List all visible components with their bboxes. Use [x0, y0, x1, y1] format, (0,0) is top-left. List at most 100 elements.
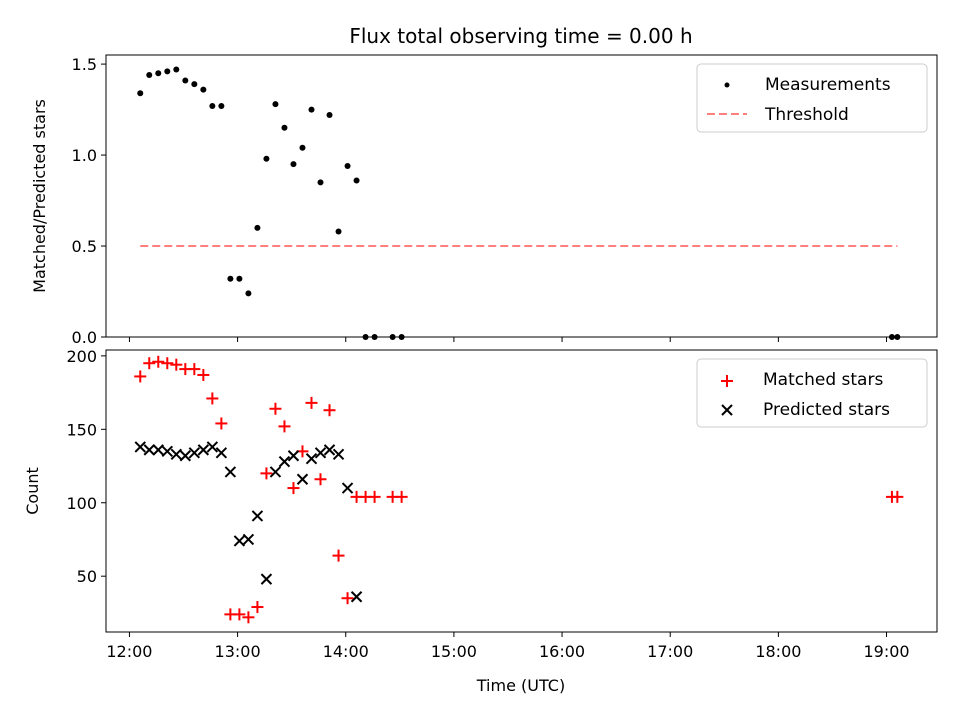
x-tick-label: 12:00: [106, 642, 152, 661]
measurement-point: [371, 334, 378, 340]
y-tick-label: 150: [66, 420, 97, 439]
x-tick-label: 19:00: [863, 642, 909, 661]
y-tick-label: 200: [66, 347, 97, 366]
predicted-star-point: [152, 444, 164, 456]
top-panel-marks: [137, 66, 901, 340]
measurement-point: [182, 77, 189, 84]
x-axis-label: Time (UTC): [476, 676, 565, 695]
matched-star-point: [242, 611, 255, 624]
measurement-point: [218, 102, 225, 109]
predicted-star-point: [251, 510, 264, 522]
bottom-panel: 12:00 13:00 14:00 15:00 16:00 17:00 18:00 19:00…: [23, 347, 938, 695]
bottom-panel-ticks: 12:00 13:00 14:00 15:00 16:00 17:00 18:00 19:00…: [66, 347, 909, 661]
y-tick-label: 0.5: [72, 237, 97, 256]
measurement-point: [281, 124, 288, 131]
bottom-panel-frame: [105, 349, 938, 633]
matched-star-point: [323, 404, 336, 417]
measurement-point: [137, 90, 144, 97]
legend-matched-swatch: [721, 375, 733, 387]
predicted-star-point: [179, 450, 192, 462]
y-tick-label: 0.0: [72, 328, 97, 347]
measurement-point: [308, 106, 315, 113]
legend-measurements-swatch: [724, 82, 730, 88]
legend-measurements-label: Measurements: [765, 75, 891, 95]
measurement-point: [353, 177, 360, 184]
measurement-point: [317, 179, 324, 186]
measurement-point: [389, 334, 396, 340]
predicted-star-point: [224, 466, 237, 478]
predicted-star-point: [296, 473, 309, 485]
predicted-star-point: [143, 444, 155, 456]
chart-title: Flux total observing time = 0.00 h: [349, 24, 692, 48]
predicted-star-point: [314, 447, 327, 459]
legend-threshold-label: Threshold: [764, 105, 849, 125]
legend-predicted-swatch: [721, 404, 733, 416]
measurement-point: [200, 86, 207, 93]
y-tick-label: 100: [66, 494, 97, 513]
top-panel-frame: [105, 54, 938, 338]
matched-star-point: [314, 473, 327, 486]
matched-star-point: [215, 417, 228, 430]
matched-star-point: [188, 363, 201, 376]
matched-star-point: [152, 355, 165, 368]
x-tick-label: 13:00: [215, 642, 261, 661]
measurement-point: [245, 290, 252, 297]
matched-star-point: [278, 420, 291, 433]
matched-star-point: [161, 357, 174, 370]
predicted-star-point: [332, 448, 345, 460]
y-tick-label: 1.0: [72, 146, 97, 165]
measurement-point: [236, 275, 243, 282]
predicted-star-point: [188, 447, 201, 459]
measurement-point: [888, 334, 895, 340]
measurement-point: [173, 66, 180, 73]
matched-star-point: [368, 490, 381, 503]
x-tick-label: 17:00: [647, 642, 693, 661]
measurement-point: [335, 228, 342, 235]
matched-star-point: [395, 490, 408, 503]
predicted-star-point: [269, 466, 282, 478]
bottom-legend-box: [696, 358, 928, 428]
predicted-star-point: [278, 455, 291, 468]
predicted-star-point: [242, 533, 255, 546]
bottom-panel-ylabel: Count: [23, 467, 42, 515]
top-panel-ylabel: Matched/Predicted stars: [30, 99, 49, 293]
legend-predicted-label: Predicted stars: [763, 400, 890, 420]
x-tick-label: 15:00: [431, 642, 477, 661]
measurement-point: [299, 144, 306, 151]
predicted-star-point: [305, 452, 318, 465]
measurement-point: [398, 334, 405, 340]
measurement-point: [155, 70, 162, 77]
x-tick-label: 14:00: [323, 642, 369, 661]
predicted-star-point: [233, 535, 246, 547]
matched-star-point: [269, 402, 282, 415]
predicted-star-point: [134, 441, 146, 453]
predicted-star-point: [323, 444, 336, 456]
measurement-point: [326, 112, 333, 119]
predicted-star-point: [287, 450, 300, 462]
matched-star-point: [134, 370, 147, 383]
matched-star-point: [251, 601, 264, 614]
measurement-point: [263, 155, 270, 162]
measurement-point: [191, 81, 198, 88]
measurement-point: [362, 334, 369, 340]
measurement-point: [164, 68, 171, 75]
predicted-star-point: [170, 448, 183, 460]
measurement-point: [146, 72, 153, 79]
top-panel-ticks: 0.0 0.5 1.0 1.5: [72, 55, 888, 347]
y-tick-label: 1.5: [72, 55, 97, 74]
predicted-star-point: [350, 591, 363, 603]
measurement-point: [254, 224, 261, 231]
predicted-star-point: [206, 441, 219, 453]
matched-star-point: [341, 592, 354, 605]
predicted-star-point: [197, 444, 210, 456]
x-tick-label: 18:00: [755, 642, 801, 661]
predicted-star-point: [260, 573, 273, 585]
y-tick-label: 50: [77, 567, 97, 586]
measurement-point: [344, 162, 351, 169]
measurement-point: [209, 102, 216, 109]
legend-matched-label: Matched stars: [763, 370, 883, 390]
matched-star-point: [233, 608, 246, 621]
predicted-star-point: [215, 447, 228, 459]
top-legend-box: [696, 63, 928, 133]
